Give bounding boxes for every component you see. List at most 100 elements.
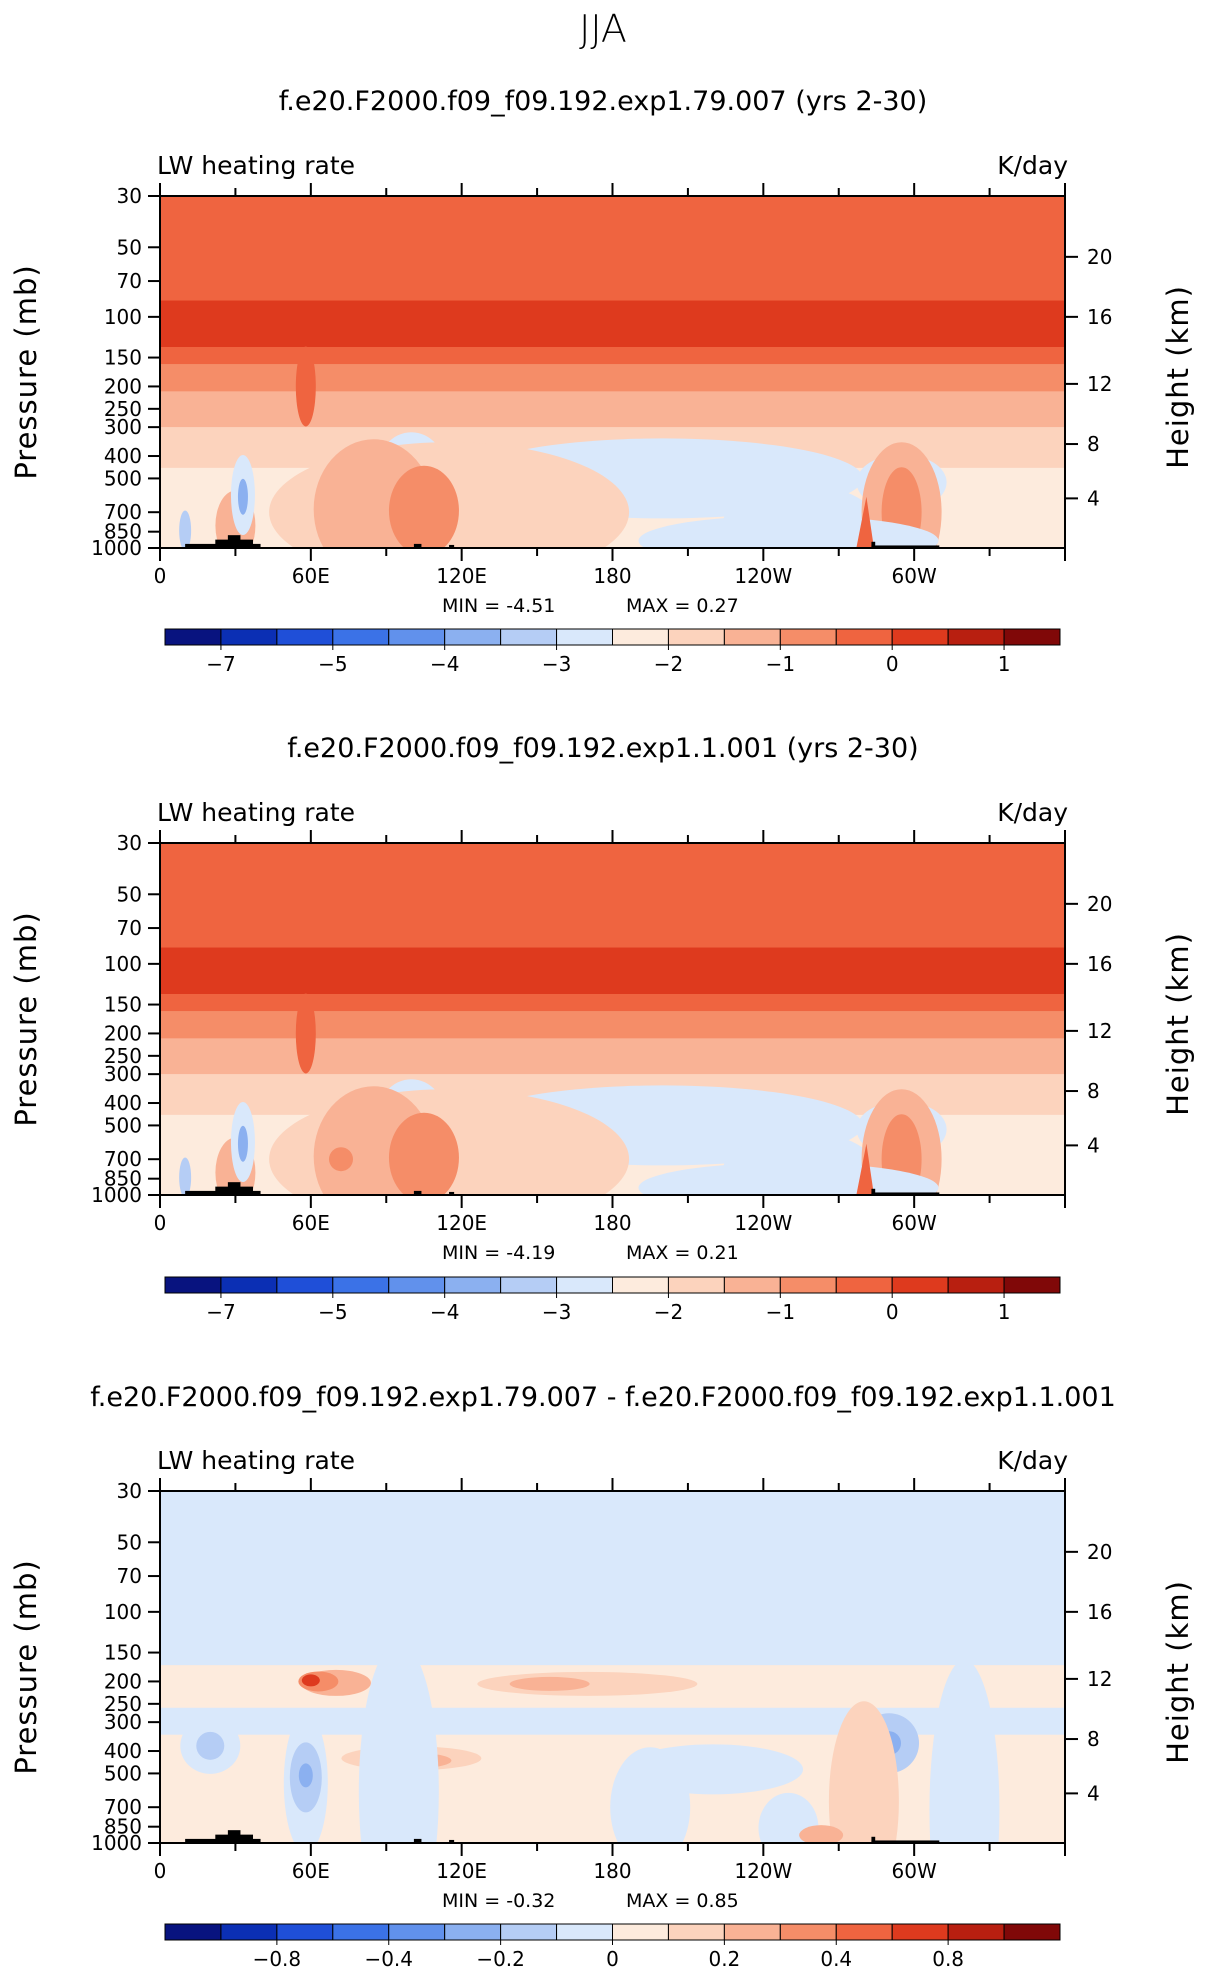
colorbar-swatch — [779, 1276, 837, 1294]
y-tick-label: 300 — [104, 1710, 142, 1734]
colorbar-label: 0 — [886, 1300, 899, 1324]
y-tick-label: 100 — [104, 305, 142, 329]
contour-band-200 — [160, 386, 1065, 428]
colorbar-swatch — [444, 1923, 502, 1941]
colorbar-swatch — [276, 628, 334, 646]
y-tick-label: 850 — [104, 520, 142, 544]
contour-blob-surface-warm — [799, 1825, 844, 1843]
y2-tick-label: 8 — [1087, 1727, 1100, 1751]
colorbar-label: −1 — [766, 652, 795, 676]
x-tick-label: 60E — [292, 1211, 330, 1235]
y2-axis-label: Height (km) — [1161, 285, 1195, 469]
y2-tick-label: 20 — [1087, 892, 1112, 916]
contour-blob-westafrica-blue — [179, 510, 192, 548]
y-tick-label: 150 — [104, 993, 142, 1017]
contour-blob-mid-pacific — [610, 1747, 691, 1843]
panel-title: f.e20.F2000.f09_f09.192.exp1.79.007 - f.… — [90, 1382, 1116, 1413]
mountain-andes-peak — [871, 541, 876, 548]
mountain-asia-1 — [413, 1190, 422, 1195]
panel-title: f.e20.F2000.f09_f09.192.exp1.79.007 (yrs… — [279, 86, 928, 117]
colorbar-swatch — [388, 1276, 446, 1294]
colorbar-swatch — [667, 1276, 725, 1294]
colorbar-label: 0.2 — [708, 1947, 740, 1971]
colorbar-label: −2 — [654, 652, 683, 676]
colorbar-swatch — [612, 1923, 669, 1941]
mountain-andes-base — [871, 1192, 940, 1195]
x-tick-label: 180 — [593, 1859, 631, 1883]
y-axis-label: Pressure (mb) — [9, 264, 43, 479]
x-tick-label: 60E — [292, 564, 330, 588]
colorbar-swatch — [1003, 1276, 1061, 1294]
y-tick-label: 700 — [104, 1795, 142, 1819]
colorbar-swatch — [612, 1276, 669, 1294]
colorbar-swatch — [667, 1923, 725, 1941]
colorbar-label: −7 — [206, 1300, 235, 1324]
min-value: MIN = -0.32 — [442, 1890, 555, 1912]
colorbar-label: −5 — [318, 1300, 347, 1324]
mountain-ethiopia — [227, 535, 241, 548]
contour-blob-extra-core — [329, 1147, 353, 1172]
units-label: K/day — [997, 798, 1068, 827]
units-label: K/day — [997, 151, 1068, 180]
mountain-andes-base — [871, 1840, 940, 1843]
min-value: MIN = -4.19 — [442, 1242, 555, 1264]
colorbar-swatch — [947, 628, 1005, 646]
variable-label: LW heating rate — [157, 1446, 355, 1475]
colorbar-swatch — [500, 628, 558, 646]
y2-tick-label: 20 — [1087, 1540, 1112, 1564]
colorbar-swatch — [612, 628, 669, 646]
contour-blob-surface-blue — [638, 515, 939, 548]
colorbar-label: 1 — [998, 1300, 1011, 1324]
contour-blob-indian-core — [388, 465, 459, 548]
y-tick-label: 1000 — [91, 1831, 142, 1855]
max-value: MAX = 0.85 — [626, 1890, 739, 1912]
y-tick-label: 850 — [104, 1815, 142, 1839]
contour-spike-andes — [856, 496, 874, 548]
variable-label: LW heating rate — [157, 151, 355, 180]
contour-blob-asia-cool — [358, 1641, 439, 1843]
contour-blob-westafrica-blue — [179, 1157, 192, 1195]
mountain-andes-peak — [871, 1836, 876, 1843]
colorbar-swatch — [276, 1923, 334, 1941]
y-tick-label: 100 — [104, 1600, 142, 1624]
colorbar-swatch — [220, 628, 278, 646]
x-tick-label: 60W — [892, 1859, 937, 1883]
x-tick-label: 120E — [436, 564, 487, 588]
contour-field — [160, 1491, 1065, 1843]
contour-blob-200-peak — [301, 1674, 320, 1687]
colorbar-swatch — [388, 628, 446, 646]
colorbar-swatch — [1003, 628, 1061, 646]
y-tick-label: 300 — [104, 1062, 142, 1086]
y-tick-label: 250 — [104, 1692, 142, 1716]
y2-tick-label: 16 — [1087, 305, 1112, 329]
x-tick-label: 120W — [734, 1859, 792, 1883]
contour-band-strat-blue — [160, 1491, 1065, 1666]
colorbar-swatch — [556, 628, 613, 646]
y-axis-label: Pressure (mb) — [9, 1559, 43, 1774]
contour-blob-africa-core — [237, 478, 248, 515]
colorbar-swatch — [500, 1923, 558, 1941]
colorbar-swatch — [835, 1276, 893, 1294]
mountain-andes-base — [871, 545, 940, 548]
y-tick-label: 400 — [104, 444, 142, 468]
mountain-asia-1 — [413, 1838, 422, 1843]
y-tick-label: 70 — [117, 916, 142, 940]
colorbar-swatch — [835, 1923, 893, 1941]
colorbar-swatch — [332, 1923, 390, 1941]
contour-blob-200-e — [509, 1676, 590, 1691]
y-tick-label: 30 — [117, 184, 142, 208]
variable-label: LW heating rate — [157, 798, 355, 827]
mountain-asia-2 — [449, 1191, 455, 1195]
colorbar-swatch — [723, 628, 781, 646]
colorbar-label: −3 — [542, 1300, 571, 1324]
colorbar-label: −0.8 — [253, 1947, 302, 1971]
y-tick-label: 150 — [104, 346, 142, 370]
y-tick-label: 200 — [104, 374, 142, 398]
units-label: K/day — [997, 1446, 1068, 1475]
colorbar-label: 0 — [886, 652, 899, 676]
colorbar-swatch — [332, 628, 390, 646]
y2-tick-label: 8 — [1087, 1079, 1100, 1103]
colorbar-swatch — [556, 1276, 613, 1294]
x-tick-label: 0 — [154, 564, 167, 588]
max-value: MAX = 0.21 — [626, 1242, 739, 1264]
